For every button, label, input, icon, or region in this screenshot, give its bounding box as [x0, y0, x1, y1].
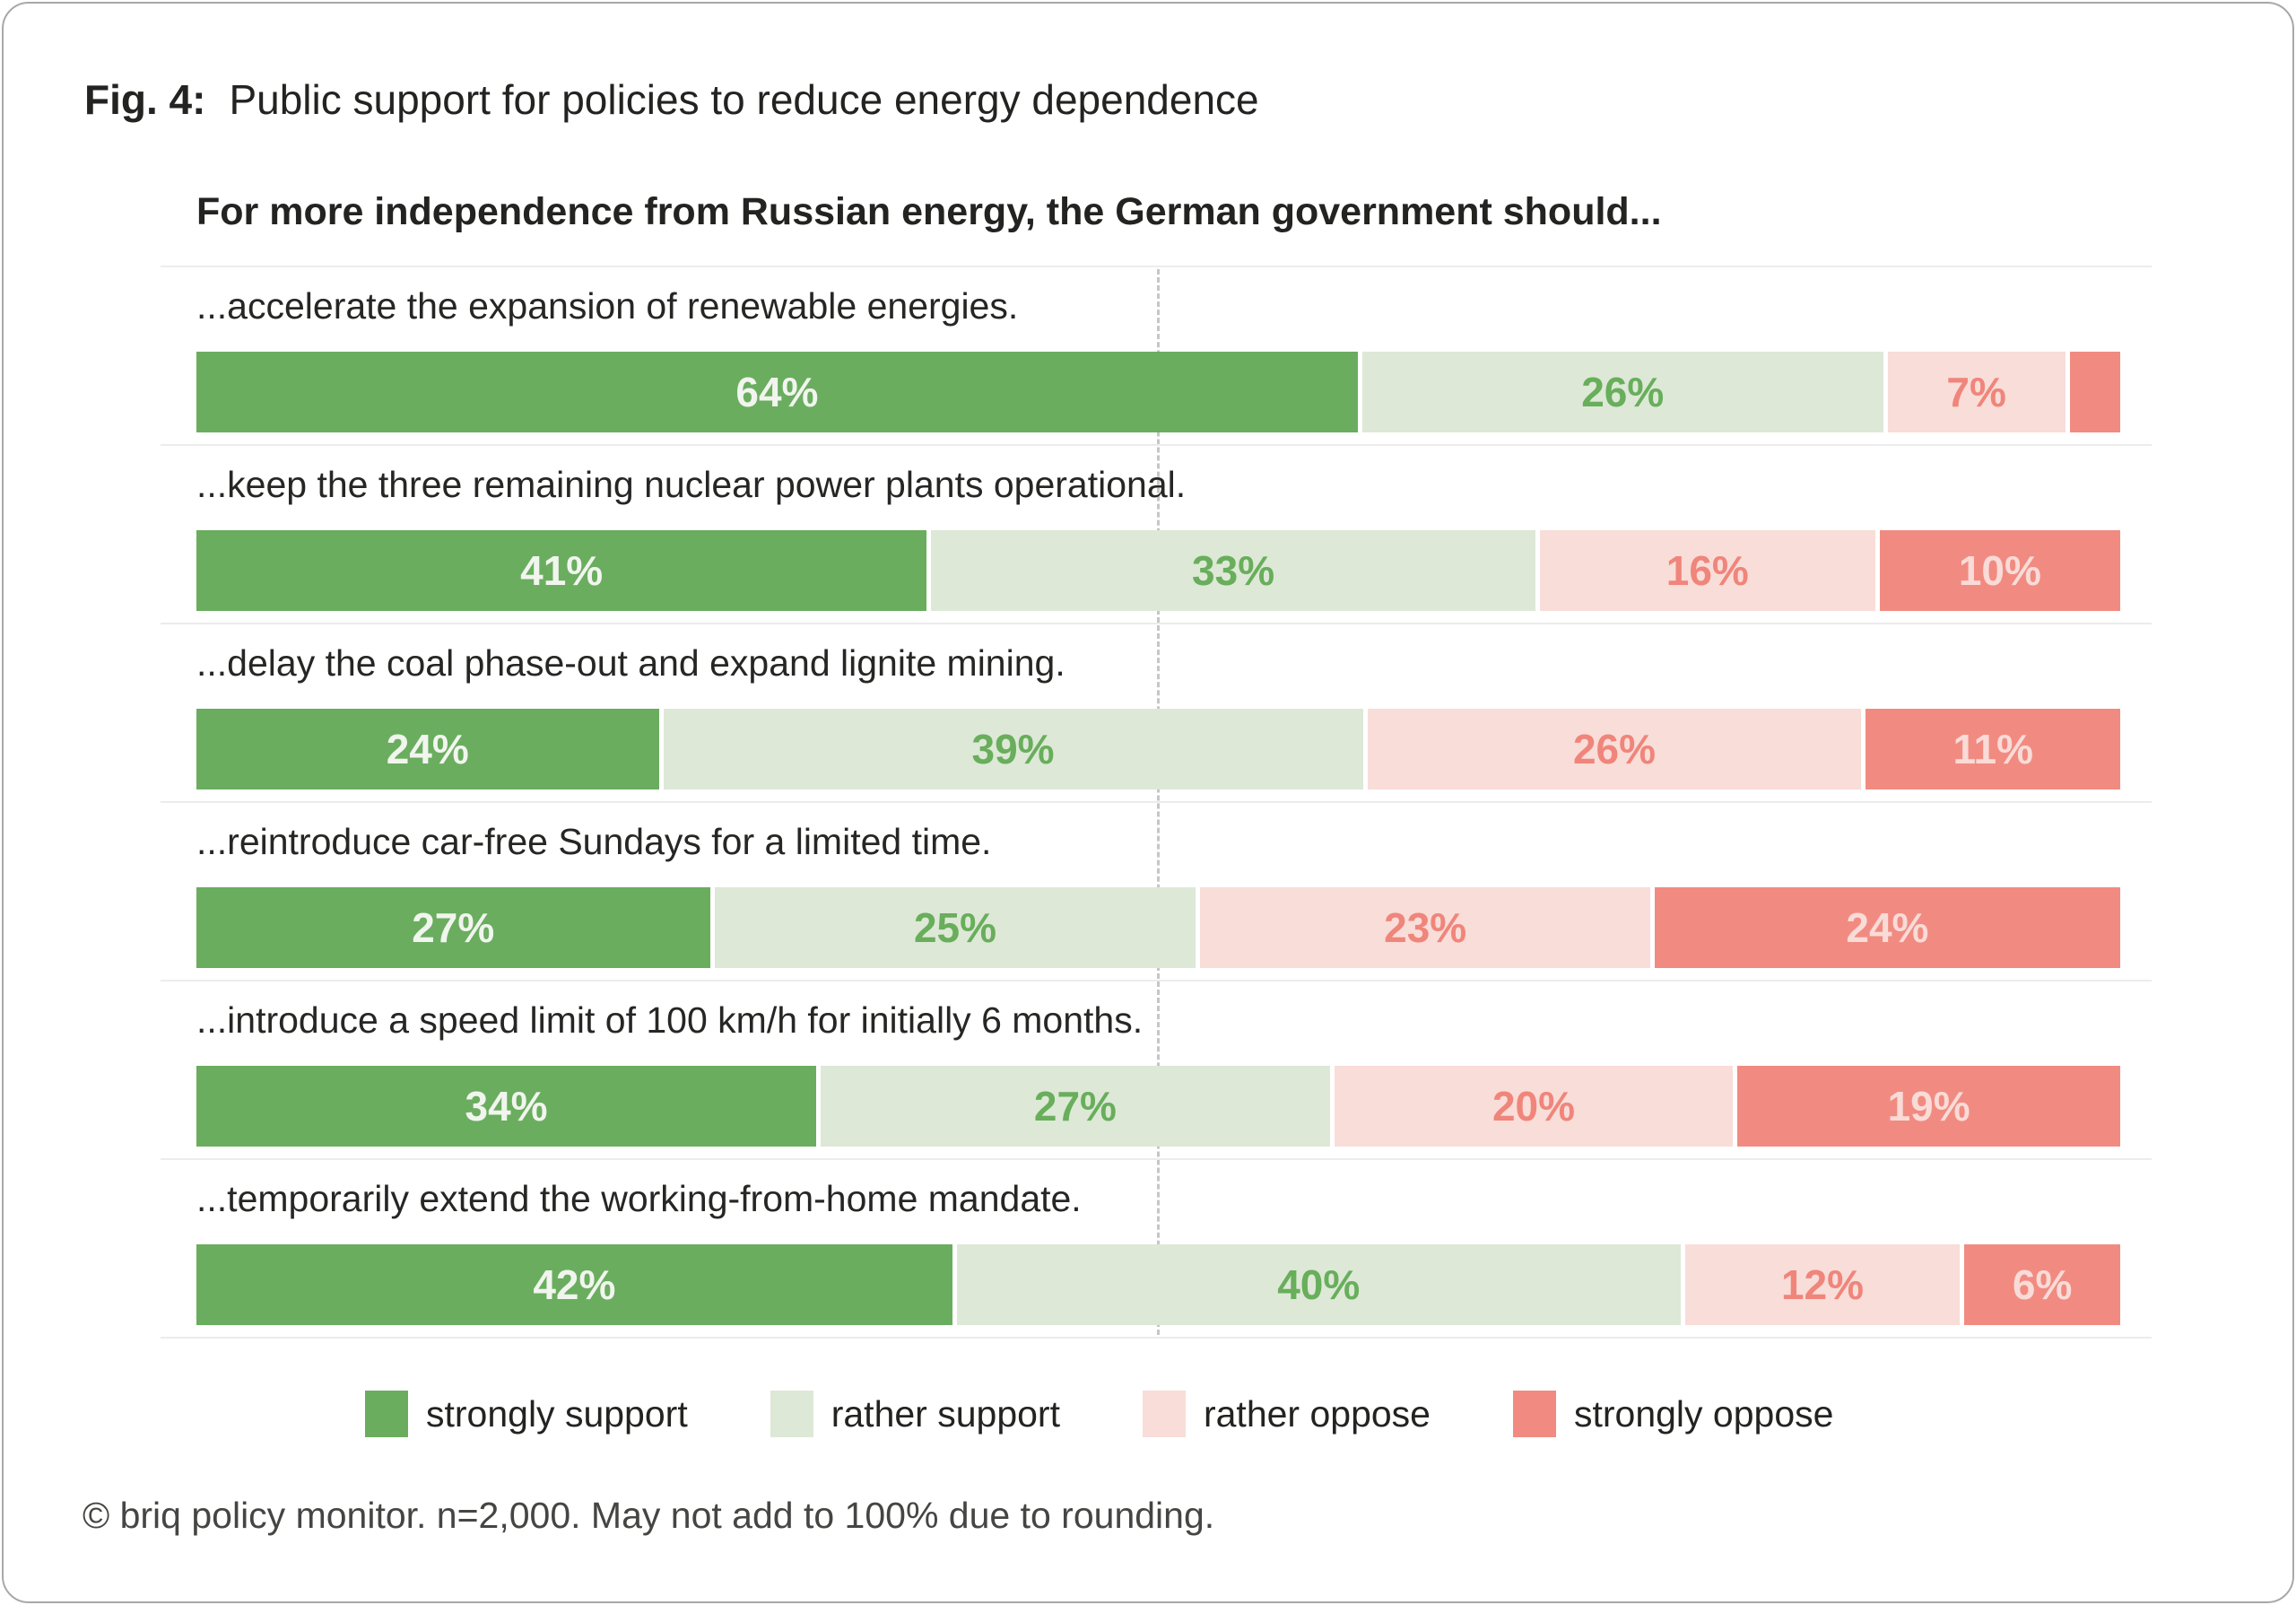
- bar-value-label: 42%: [533, 1261, 616, 1308]
- figure-number: Fig. 4:: [84, 76, 206, 123]
- bar-segment-rather-oppose: 26%: [1367, 709, 1862, 789]
- bar-segment-rather-oppose: 12%: [1684, 1244, 1961, 1325]
- bar-value-label: 19%: [1887, 1083, 1970, 1130]
- policy-row: ...introduce a speed limit of 100 km/h f…: [4, 980, 2292, 1158]
- legend-swatch-strongly-oppose: [1512, 1391, 1556, 1437]
- bar-segment-rather-oppose: 16%: [1539, 530, 1875, 611]
- policy-row: ...accelerate the expansion of renewable…: [4, 266, 2292, 444]
- stacked-bar: 24% 39% 26% 11%: [196, 709, 2120, 789]
- figure-title-text: Public support for policies to reduce en…: [229, 76, 1259, 123]
- bar-segment-rather-oppose: 7%: [1887, 352, 2066, 432]
- policy-label: ...introduce a speed limit of 100 km/h f…: [196, 999, 1144, 1041]
- bar-value-label: 20%: [1492, 1083, 1576, 1130]
- row-divider: [161, 266, 2152, 267]
- bar-segment-rather-oppose: 20%: [1334, 1066, 1734, 1147]
- bar-segment-rather-oppose: 23%: [1200, 887, 1650, 968]
- legend-swatch-rather-support: [770, 1391, 813, 1437]
- legend-label: strongly support: [426, 1392, 688, 1435]
- bar-value-label: 64%: [735, 369, 819, 415]
- stacked-bar: 41% 33% 16% 10%: [196, 530, 2121, 611]
- chart-question: For more independence from Russian energ…: [196, 190, 1662, 233]
- legend-item-strongly-support: strongly support: [365, 1391, 688, 1437]
- stacked-bar: 34% 27% 20% 19%: [196, 1066, 2120, 1147]
- bar-segment-strongly-oppose: 11%: [1866, 709, 2120, 789]
- policy-row: ...reintroduce car-free Sundays for a li…: [4, 801, 2292, 980]
- policy-label: ...temporarily extend the working-from-h…: [196, 1178, 1082, 1219]
- policy-label: ...delay the coal phase-out and expand l…: [196, 642, 1065, 684]
- bar-value-label: 27%: [412, 904, 495, 951]
- bar-segment-rather-support: 26%: [1361, 352, 1883, 432]
- bar-segment-rather-support: 27%: [821, 1066, 1330, 1147]
- row-divider: [161, 1337, 2152, 1339]
- bar-segment-rather-support: 40%: [956, 1244, 1681, 1325]
- bar-segment-strongly-support: 34%: [196, 1066, 817, 1147]
- legend-item-rather-oppose: rather oppose: [1142, 1391, 1431, 1437]
- bar-value-label: 24%: [1846, 904, 1929, 951]
- bar-segment-strongly-oppose: 10%: [1879, 530, 2121, 611]
- policy-row: ...delay the coal phase-out and expand l…: [4, 623, 2292, 801]
- legend-swatch-strongly-support: [365, 1391, 408, 1437]
- bar-segment-strongly-support: 27%: [196, 887, 710, 968]
- policy-label: ...keep the three remaining nuclear powe…: [196, 464, 1187, 505]
- bar-value-label: 40%: [1277, 1261, 1361, 1308]
- policy-label: ...accelerate the expansion of renewable…: [196, 285, 1019, 327]
- bar-segment-strongly-oppose: [2069, 352, 2121, 432]
- bar-value-label: 39%: [971, 726, 1055, 772]
- bar-value-label: 7%: [1946, 369, 2006, 415]
- row-divider: [161, 444, 2152, 446]
- row-divider: [161, 623, 2152, 624]
- bar-segment-strongly-support: 42%: [196, 1244, 952, 1325]
- bar-value-label: 23%: [1384, 904, 1467, 951]
- bar-value-label: 16%: [1665, 547, 1749, 594]
- legend-item-rather-support: rather support: [770, 1391, 1060, 1437]
- legend: strongly support rather support rather o…: [365, 1391, 1833, 1437]
- row-divider: [161, 980, 2152, 981]
- stacked-bar: 27% 25% 23% 24%: [196, 887, 2120, 968]
- bar-value-label: 10%: [1958, 547, 2041, 594]
- bar-segment-strongly-support: 24%: [196, 709, 659, 789]
- bar-value-label: 6%: [2012, 1261, 2073, 1308]
- row-divider: [161, 801, 2152, 803]
- policy-label: ...reintroduce car-free Sundays for a li…: [196, 821, 992, 862]
- policy-row: ...keep the three remaining nuclear powe…: [4, 444, 2292, 623]
- bar-segment-rather-support: 25%: [714, 887, 1196, 968]
- policy-row: ...temporarily extend the working-from-h…: [4, 1158, 2292, 1337]
- source-footnote: © briq policy monitor. n=2,000. May not …: [83, 1495, 1215, 1536]
- bar-value-label: 33%: [1192, 547, 1275, 594]
- legend-swatch-rather-oppose: [1142, 1391, 1186, 1437]
- stacked-bar: 64% 26% 7%: [196, 352, 2121, 432]
- bar-segment-rather-support: 39%: [663, 709, 1363, 789]
- row-divider: [161, 1158, 2152, 1160]
- bar-segment-strongly-oppose: 24%: [1654, 887, 2120, 968]
- bar-segment-strongly-support: 64%: [196, 352, 1358, 432]
- bar-segment-strongly-support: 41%: [196, 530, 927, 611]
- bar-value-label: 12%: [1780, 1261, 1865, 1308]
- bar-segment-strongly-oppose: 19%: [1737, 1066, 2120, 1147]
- figure-title: Fig. 4: Public support for policies to re…: [84, 75, 1259, 124]
- legend-label: strongly oppose: [1573, 1392, 1834, 1435]
- stacked-bar: 42% 40% 12% 6%: [196, 1244, 2120, 1325]
- legend-label: rather support: [831, 1392, 1060, 1435]
- bar-segment-rather-support: 33%: [931, 530, 1535, 611]
- bar-segment-strongly-oppose: 6%: [1964, 1244, 2120, 1325]
- legend-label: rather oppose: [1203, 1392, 1431, 1435]
- bar-value-label: 25%: [913, 904, 997, 951]
- bar-value-label: 26%: [1572, 726, 1657, 772]
- bar-value-label: 34%: [465, 1083, 548, 1130]
- legend-item-strongly-oppose: strongly oppose: [1512, 1391, 1834, 1437]
- bar-value-label: 26%: [1581, 369, 1665, 415]
- bar-value-label: 41%: [520, 547, 604, 594]
- bar-value-label: 24%: [386, 726, 469, 772]
- bar-value-label: 27%: [1033, 1083, 1117, 1130]
- bar-value-label: 11%: [1952, 726, 2033, 772]
